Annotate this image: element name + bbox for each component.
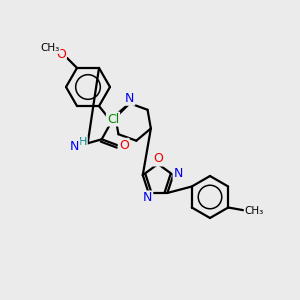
Text: Cl: Cl [107,112,119,126]
Text: CH₃: CH₃ [244,206,264,215]
Text: H: H [79,137,87,147]
Text: O: O [153,152,163,166]
Text: O: O [56,48,66,62]
Text: N: N [173,167,183,180]
Text: N: N [143,191,152,204]
Text: N: N [70,140,80,153]
Text: N: N [125,92,134,105]
Text: CH₃: CH₃ [40,43,60,53]
Text: O: O [119,139,129,152]
